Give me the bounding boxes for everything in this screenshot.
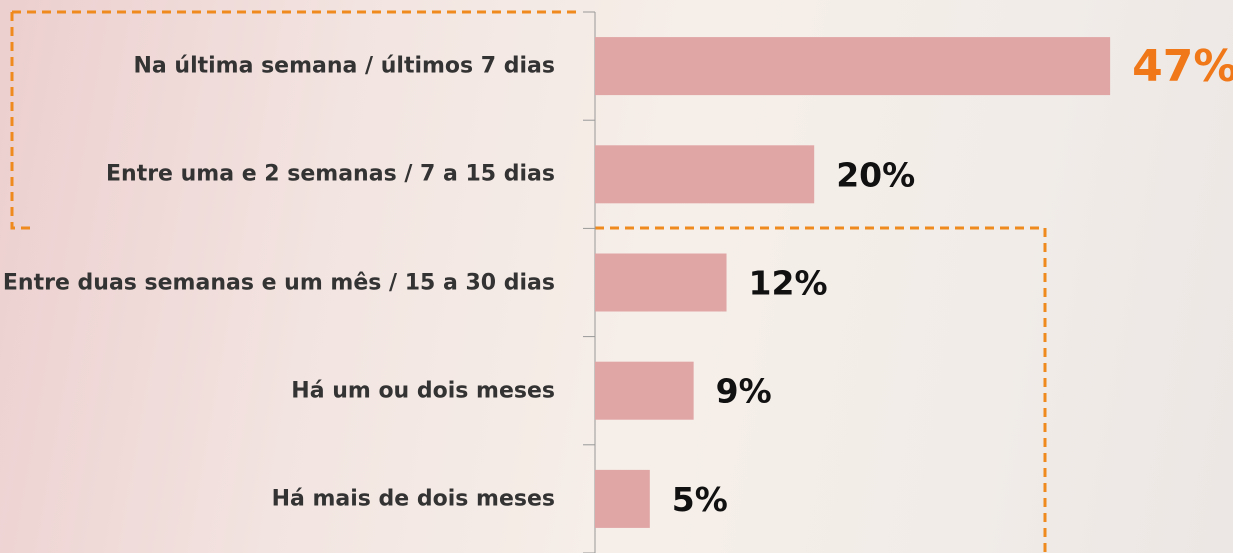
value-label: 9% [716,372,772,411]
value-label: 5% [672,480,728,519]
category-label: Entre duas semanas e um mês / 15 a 30 di… [2,270,555,295]
value-label: 47% [1132,41,1233,92]
category-label: Entre uma e 2 semanas / 7 a 15 dias [106,161,555,187]
category-label: Na última semana / últimos 7 dias [133,53,555,79]
bar [595,469,650,528]
highlight-frame [10,10,1047,553]
bar [595,37,1111,96]
value-label: 12% [749,264,828,303]
category-label: Há um ou dois meses [291,378,555,404]
value-label: 20% [836,155,915,194]
bar [595,253,727,312]
category-label: Há mais de dois meses [271,486,555,512]
bar [595,361,694,420]
bar [595,145,815,204]
